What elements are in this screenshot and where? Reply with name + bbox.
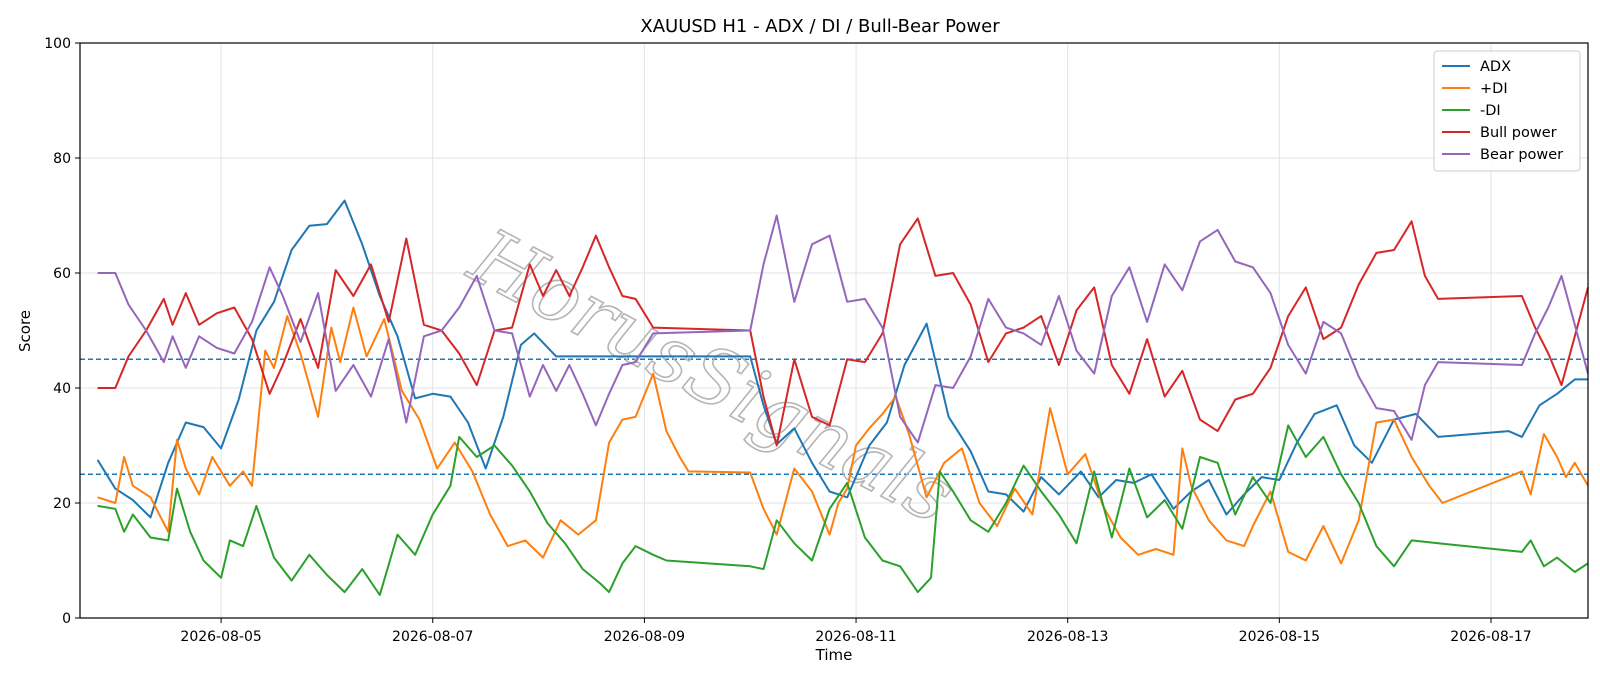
x-tick-label: 2026-08-17 [1450, 629, 1531, 645]
legend-label: -DI [1480, 103, 1501, 119]
legend-label: ADX [1480, 59, 1511, 75]
x-tick-label: 2026-08-13 [1027, 629, 1108, 645]
series-lines [96, 199, 1589, 596]
reference-lines [80, 358, 1588, 475]
series-line-adx [96, 199, 1588, 519]
legend-label: Bear power [1480, 147, 1563, 163]
legend-label: Bull power [1480, 125, 1557, 141]
y-tick-label: 40 [53, 381, 71, 397]
legend: ADX +DI -DI Bull power Bear power [1433, 50, 1581, 172]
y-tick-label: 100 [44, 36, 71, 52]
x-axis: 2026-08-05 2026-08-07 2026-08-09 2026-08-11… [180, 618, 1532, 645]
x-axis-label: Time [815, 646, 853, 664]
y-axis: 0 20 40 60 80 100 [44, 36, 80, 627]
y-tick-label: 20 [53, 496, 71, 512]
series-line-bull-power [97, 217, 1589, 447]
x-tick-label: 2026-08-07 [392, 629, 473, 645]
plot-frame [79, 42, 1589, 619]
y-tick-label: 80 [53, 151, 71, 167]
y-axis-label: Score [16, 310, 34, 352]
chart-title: XAUUSD H1 - ADX / DI / Bull-Bear Power [640, 16, 1000, 37]
y-tick-label: 60 [53, 266, 71, 282]
x-tick-label: 2026-08-11 [815, 629, 896, 645]
series-line-bear-power [97, 214, 1589, 444]
y-tick-label: 0 [62, 611, 71, 627]
x-tick-label: 2026-08-05 [180, 629, 261, 645]
series-line-di [97, 424, 1589, 596]
x-tick-label: 2026-08-09 [604, 629, 685, 645]
legend-box [1433, 50, 1581, 172]
x-tick-label: 2026-08-15 [1239, 629, 1320, 645]
legend-label: +DI [1480, 81, 1508, 97]
